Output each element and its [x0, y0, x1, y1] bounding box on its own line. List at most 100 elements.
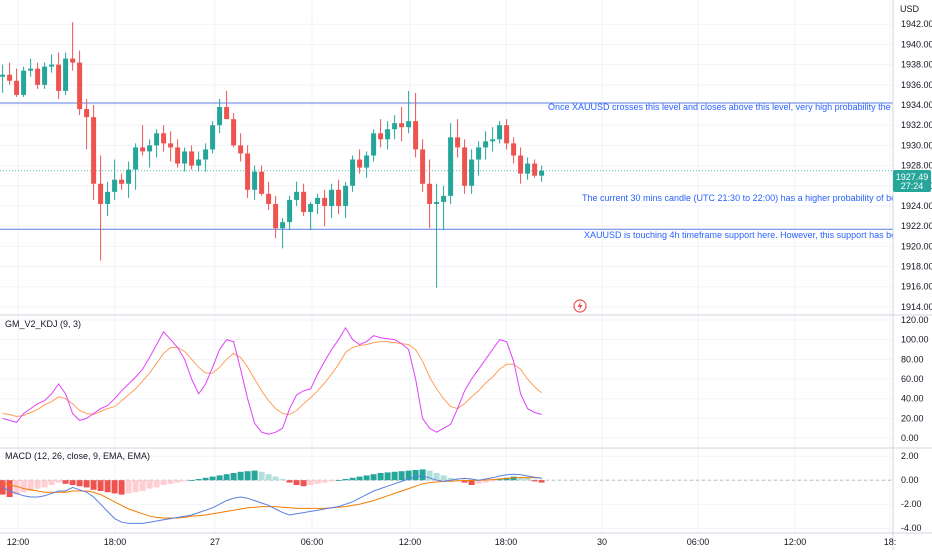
macd-histogram-bar [20, 480, 27, 493]
time-axis-label: 27 [210, 537, 220, 547]
candle-body [343, 185, 349, 206]
macd-signal-line [2, 477, 542, 519]
kdj-title: GM_V2_KDJ (9, 3) [5, 319, 81, 329]
macd-histogram-bar [6, 480, 13, 497]
lightning-icon[interactable] [573, 299, 587, 313]
macd-histogram-bar [83, 480, 90, 488]
current-price-tag: 1927.49 27:24 [893, 170, 931, 192]
candle-body [434, 201, 440, 204]
macd-histogram-bar [489, 480, 496, 482]
candle-body [77, 62, 83, 110]
candle-body [469, 159, 475, 186]
macd-histogram-bar [230, 473, 237, 481]
price-axis-label: 1934.00 [901, 100, 932, 110]
candle-body [203, 149, 209, 160]
countdown-label: 27:24 [901, 181, 924, 191]
macd-pane [0, 469, 893, 524]
candle-body [84, 109, 90, 118]
macd-histogram-bar [216, 475, 223, 481]
kdj-k-line [2, 326, 542, 435]
time-axis-label: 12:00 [399, 537, 422, 547]
macd-histogram-bar [468, 480, 475, 485]
candle-body [252, 171, 258, 190]
candle-body [420, 149, 426, 184]
candle-body [406, 121, 412, 128]
price-axis-label: 1916.00 [901, 282, 932, 292]
macd-histogram-bar [412, 470, 419, 481]
candle-body [301, 191, 307, 213]
candle-body [245, 153, 251, 190]
candle-body [336, 189, 342, 206]
candle-body [532, 163, 538, 176]
macd-histogram-bar [314, 480, 321, 484]
time-axis-label: 06:00 [687, 537, 710, 547]
candle-body [504, 125, 510, 144]
candle-body [441, 195, 447, 202]
candle-body [63, 58, 69, 91]
candle-body [231, 119, 237, 146]
macd-histogram-bar [181, 480, 188, 482]
candle-body [364, 155, 370, 168]
candle-body [378, 133, 384, 140]
candle-body [315, 197, 321, 204]
candle-body [14, 80, 20, 95]
price-axis-label: 1940.00 [901, 39, 932, 49]
candle-body [511, 143, 517, 156]
candle-body [28, 68, 34, 71]
candle-body [357, 159, 363, 168]
candle-body [161, 133, 167, 144]
kdj-axis-label: 120.00 [901, 315, 929, 325]
kdj-lines [2, 326, 542, 435]
price-axis-label: 1922.00 [901, 221, 932, 231]
macd-histogram-bar [202, 477, 209, 481]
macd-histogram-bar [279, 479, 286, 481]
macd-histogram-bar [146, 480, 153, 489]
macd-histogram-bar [104, 480, 111, 493]
candle-body [518, 155, 524, 174]
candle-body [175, 147, 181, 164]
macd-histogram-bar [307, 480, 314, 485]
macd-histogram-bar [300, 480, 307, 487]
macd-line [2, 473, 542, 524]
candles [0, 22, 545, 288]
candle-body [266, 193, 272, 204]
annotations: Once XAUUSD crosses this level and close… [548, 102, 932, 240]
price-axis-label: 1914.00 [901, 302, 932, 312]
candle-body [126, 169, 132, 184]
time-axis-label: 18: [884, 537, 897, 547]
macd-title: MACD (12, 26, close, 9, EMA, EMA) [5, 451, 150, 461]
candle-body [70, 58, 76, 63]
macd-histogram-bar [27, 480, 34, 491]
candle-body [273, 203, 279, 229]
macd-axis-label: 0.00 [901, 475, 919, 485]
candle-body [21, 70, 27, 95]
macd-axis-label: -4.00 [901, 523, 922, 533]
candle-body [105, 191, 111, 204]
annotation-text: XAUUSD is touching 4h timeframe support … [584, 230, 932, 240]
candle-body [119, 179, 125, 184]
macd-histogram-bar [13, 480, 20, 495]
macd-histogram-bar [510, 476, 517, 481]
candle-body [483, 141, 489, 148]
macd-histogram-bar [349, 477, 356, 481]
candle-body [140, 147, 146, 152]
time-axis-label: 12:00 [7, 537, 30, 547]
candle-body [147, 145, 153, 152]
macd-histogram-bar [244, 471, 251, 481]
candle-body [56, 64, 62, 91]
macd-histogram-bar [48, 480, 55, 485]
price-axis-label: 1932.00 [901, 120, 932, 130]
macd-histogram-bar [195, 479, 202, 481]
macd-histogram-bar [209, 476, 216, 481]
macd-histogram-bar [174, 480, 181, 483]
macd-histogram-bar [97, 480, 104, 491]
grid-lines [0, 0, 893, 533]
candle-body [196, 159, 202, 166]
candle-body [294, 191, 300, 200]
candle-body [154, 133, 160, 146]
macd-histogram-bar [286, 480, 293, 483]
macd-histogram-bar [475, 480, 482, 484]
macd-axis-label: -2.00 [901, 499, 922, 509]
candle-body [392, 123, 398, 130]
